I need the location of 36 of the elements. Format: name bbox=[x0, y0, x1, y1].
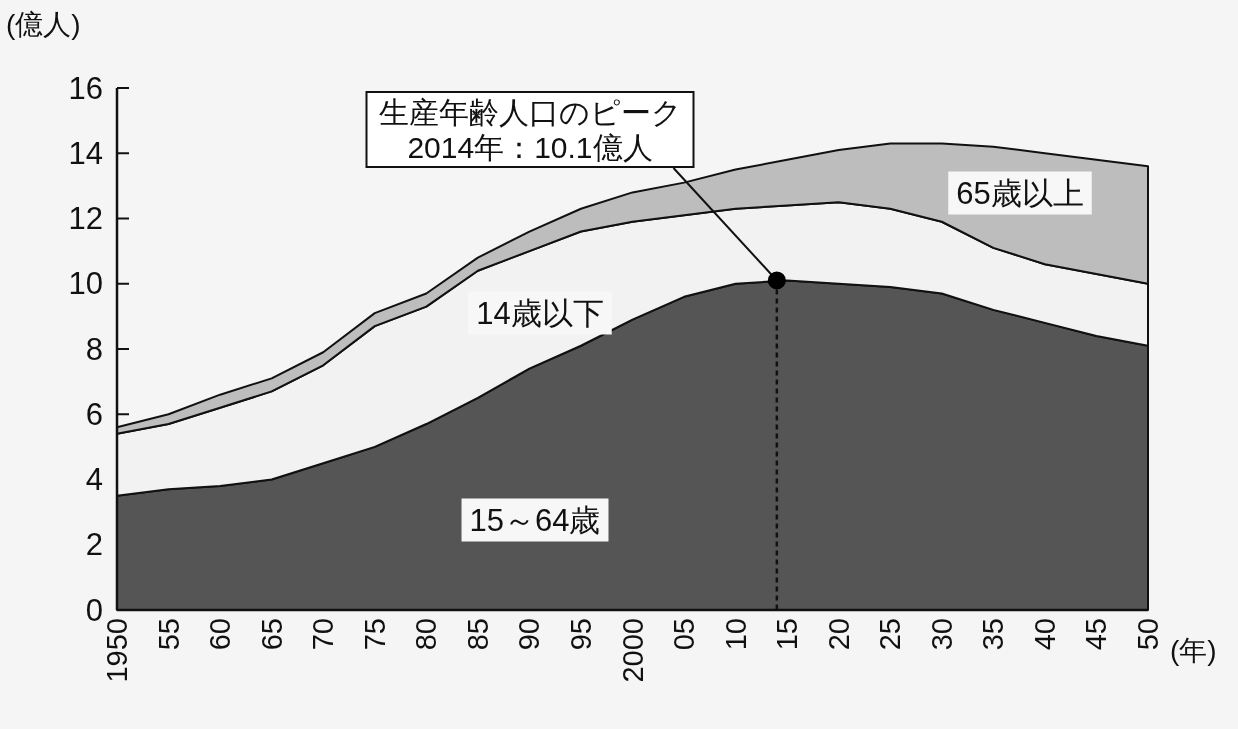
x-tick-label: 30 bbox=[925, 618, 958, 651]
y-tick-label: 0 bbox=[85, 592, 103, 628]
x-tick-label: 05 bbox=[668, 618, 701, 651]
x-tick-label: 75 bbox=[358, 618, 391, 651]
x-tick-label: 60 bbox=[204, 618, 237, 651]
x-tick-label: 50 bbox=[1132, 618, 1164, 651]
x-tick-label: 10 bbox=[719, 618, 752, 651]
x-axis-title: (年) bbox=[1170, 634, 1217, 666]
y-tick-label: 8 bbox=[85, 331, 103, 367]
x-tick-label: 20 bbox=[822, 618, 855, 651]
y-tick-label: 2 bbox=[85, 527, 103, 563]
series-label: 15～64歳 bbox=[469, 502, 601, 538]
x-tick-label: 70 bbox=[307, 618, 340, 651]
x-tick-label: 25 bbox=[874, 618, 907, 651]
x-tick-label: 90 bbox=[513, 618, 546, 651]
x-tick-label: 35 bbox=[977, 618, 1010, 651]
y-tick-label: 14 bbox=[68, 135, 103, 171]
y-tick-label: 10 bbox=[68, 266, 103, 302]
x-tick-label: 95 bbox=[564, 618, 597, 651]
x-tick-label: 2000 bbox=[616, 618, 649, 683]
x-tick-label: 80 bbox=[410, 618, 443, 651]
x-tick-label: 55 bbox=[152, 618, 185, 651]
annotation: 生産年齢人口のピーク 2014年：10.1億人 bbox=[378, 95, 682, 164]
x-tick-label: 15 bbox=[771, 618, 804, 651]
series-label: 65歳以上 bbox=[956, 175, 1084, 211]
y-tick-label: 12 bbox=[68, 201, 103, 236]
x-tick-label: 40 bbox=[1028, 618, 1061, 651]
y-axis-title: (億人) bbox=[6, 9, 81, 40]
y-tick-label: 16 bbox=[68, 70, 103, 106]
x-tick-label: 45 bbox=[1080, 618, 1113, 651]
x-tick-label: 65 bbox=[255, 618, 288, 651]
y-tick-label: 6 bbox=[85, 396, 103, 432]
x-tick-label: 1950 bbox=[101, 618, 133, 683]
x-tick-label: 85 bbox=[461, 618, 494, 651]
y-tick-label: 4 bbox=[85, 462, 103, 497]
series-label: 14歳以下 bbox=[476, 295, 604, 331]
